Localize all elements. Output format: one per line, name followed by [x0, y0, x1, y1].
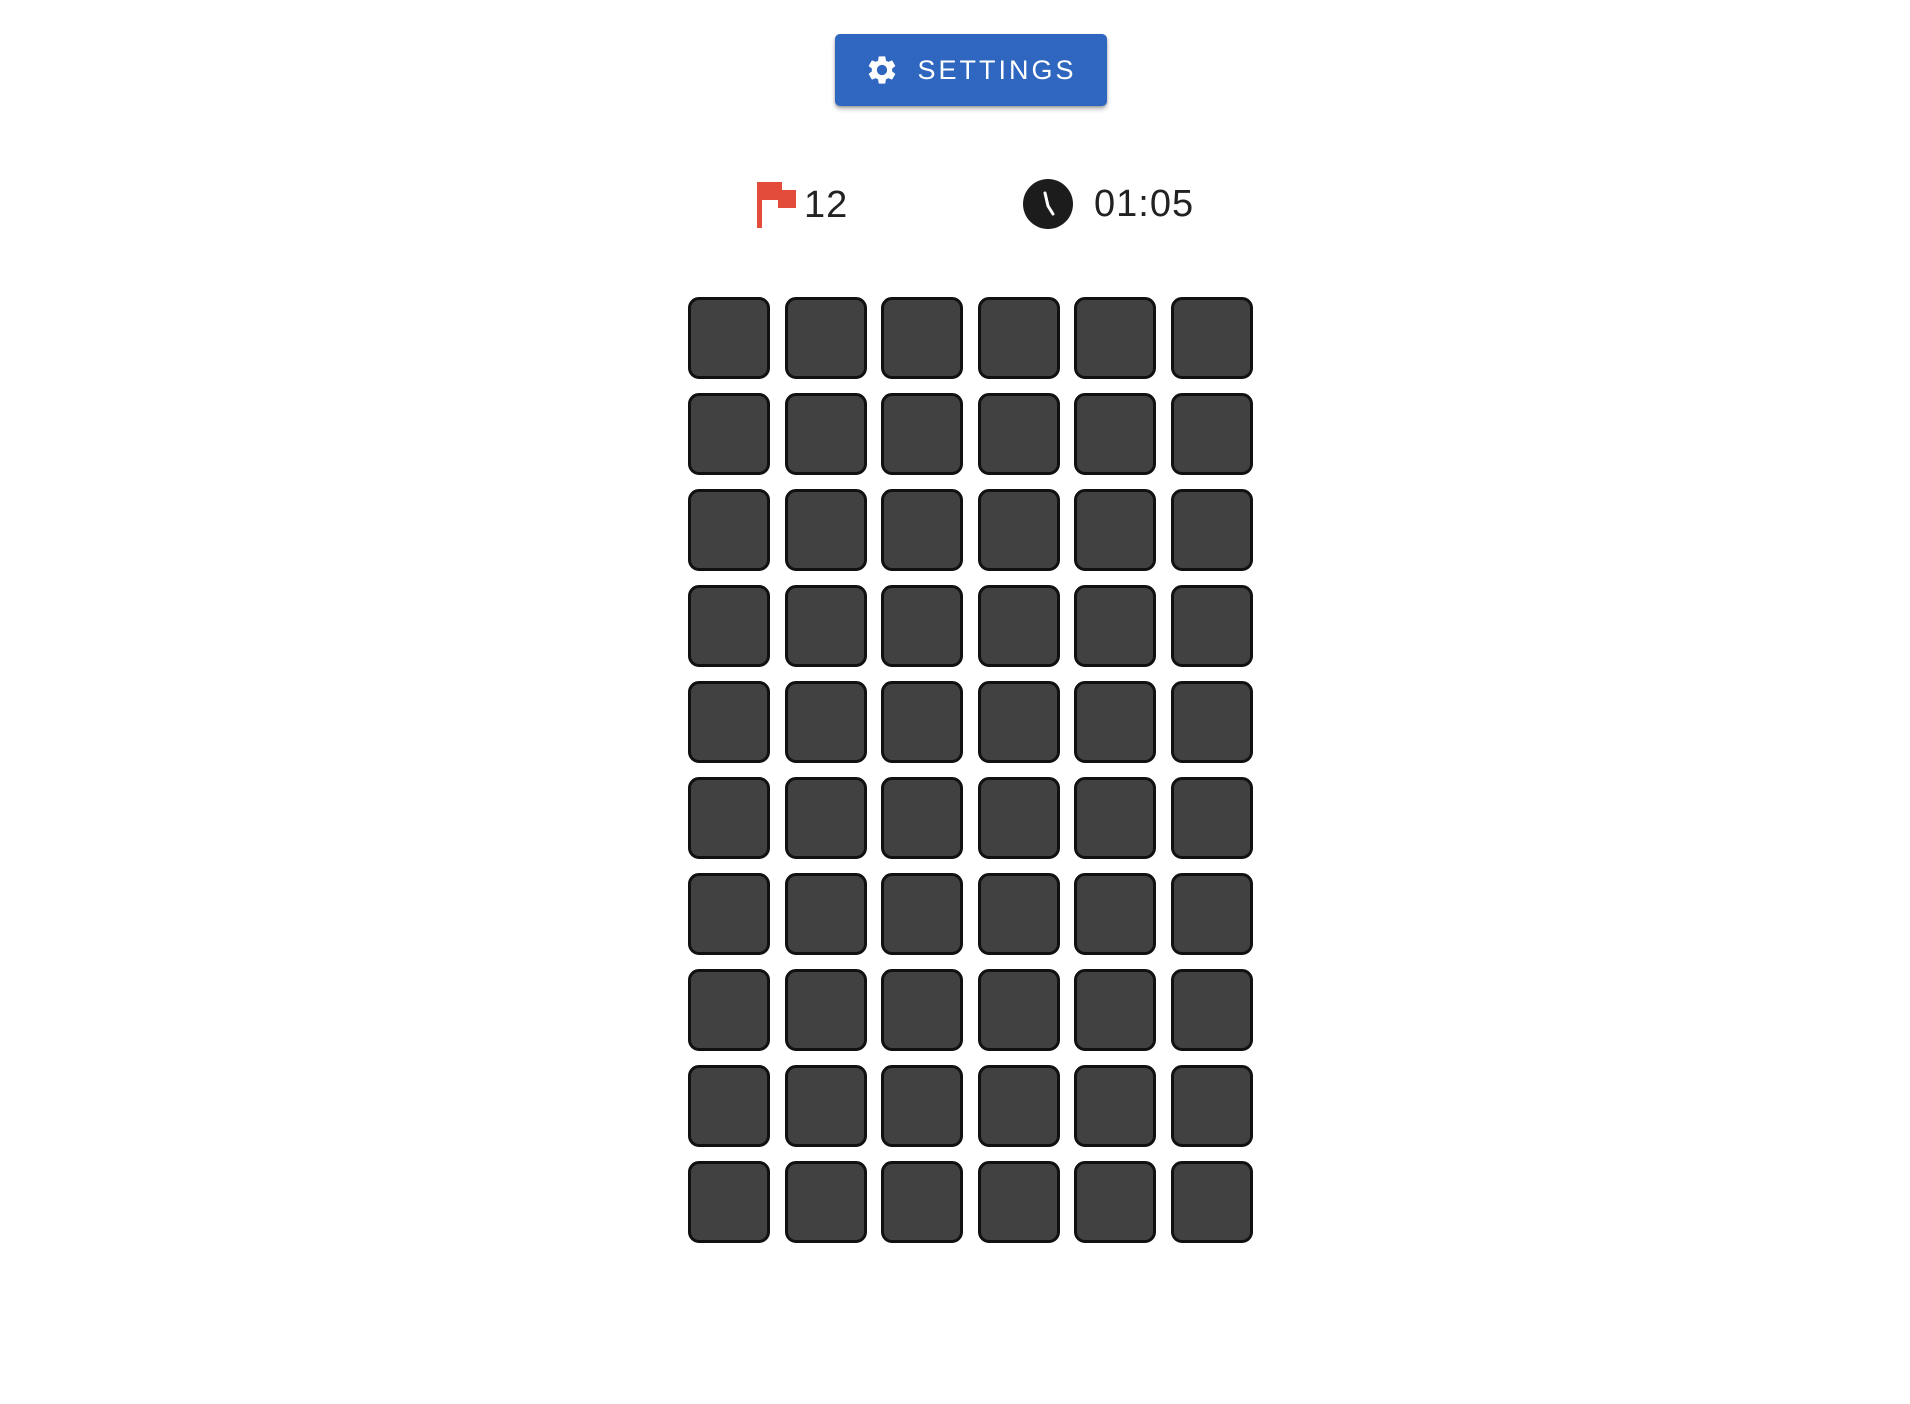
- board-cell[interactable]: [977, 1161, 1060, 1243]
- board-cell[interactable]: [688, 873, 770, 955]
- gear-icon: [865, 53, 899, 87]
- board-cell[interactable]: [1170, 969, 1253, 1051]
- board-cell[interactable]: [881, 969, 964, 1051]
- board-cell[interactable]: [881, 681, 964, 763]
- board-cell[interactable]: [688, 489, 770, 571]
- board-cell[interactable]: [881, 297, 964, 379]
- board-cell[interactable]: [977, 1065, 1060, 1147]
- board-cell[interactable]: [1074, 777, 1157, 859]
- board-cell[interactable]: [1170, 585, 1253, 667]
- board-cell[interactable]: [1074, 1065, 1157, 1147]
- board-cell[interactable]: [784, 585, 867, 667]
- board-cell[interactable]: [1074, 681, 1157, 763]
- board-cell[interactable]: [784, 1161, 867, 1243]
- board-cell[interactable]: [1170, 393, 1253, 475]
- board-cell[interactable]: [1170, 777, 1253, 859]
- board-cell[interactable]: [977, 585, 1060, 667]
- board-cell[interactable]: [784, 393, 867, 475]
- board-cell[interactable]: [688, 777, 770, 859]
- board-cell[interactable]: [688, 681, 770, 763]
- board-cell[interactable]: [1074, 1161, 1157, 1243]
- board-cell[interactable]: [977, 777, 1060, 859]
- board-cell[interactable]: [881, 585, 964, 667]
- timer: 01:05: [1022, 178, 1194, 230]
- board-cell[interactable]: [881, 393, 964, 475]
- board-cell[interactable]: [784, 777, 867, 859]
- board-cell[interactable]: [784, 873, 867, 955]
- board-cell[interactable]: [784, 681, 867, 763]
- board-cell[interactable]: [784, 1065, 867, 1147]
- board-cell[interactable]: [1074, 873, 1157, 955]
- board-cell[interactable]: [688, 1065, 770, 1147]
- board-cell[interactable]: [881, 873, 964, 955]
- board-cell[interactable]: [977, 489, 1060, 571]
- board-cell[interactable]: [688, 1161, 770, 1243]
- board-cell[interactable]: [1074, 969, 1157, 1051]
- board-cell[interactable]: [1170, 681, 1253, 763]
- flag-counter: 12: [756, 180, 848, 230]
- board-cell[interactable]: [688, 585, 770, 667]
- board-cell[interactable]: [784, 297, 867, 379]
- board-cell[interactable]: [881, 777, 964, 859]
- clock-icon: [1022, 178, 1074, 230]
- board-cell[interactable]: [881, 1161, 964, 1243]
- board-cell[interactable]: [1170, 489, 1253, 571]
- settings-label: Settings: [917, 54, 1077, 85]
- board-cell[interactable]: [1170, 1161, 1253, 1243]
- board-cell[interactable]: [977, 873, 1060, 955]
- board-cell[interactable]: [977, 969, 1060, 1051]
- board-cell[interactable]: [977, 681, 1060, 763]
- board-cell[interactable]: [881, 489, 964, 571]
- board-cell[interactable]: [1170, 873, 1253, 955]
- board-cell[interactable]: [784, 489, 867, 571]
- board-cell[interactable]: [977, 297, 1060, 379]
- board-cell[interactable]: [1074, 393, 1157, 475]
- flag-icon: [756, 180, 798, 230]
- flags-remaining: 12: [804, 183, 849, 226]
- board-cell[interactable]: [784, 969, 867, 1051]
- board-cell[interactable]: [688, 297, 770, 379]
- board-cell[interactable]: [1170, 297, 1253, 379]
- board-cell[interactable]: [1170, 1065, 1253, 1147]
- board-cell[interactable]: [977, 393, 1060, 475]
- board-cell[interactable]: [688, 969, 770, 1051]
- timer-value: 01:05: [1094, 182, 1195, 225]
- settings-button[interactable]: Settings: [835, 34, 1107, 106]
- board-cell[interactable]: [1074, 489, 1157, 571]
- status-bar: 12 01:05: [0, 172, 1910, 236]
- board-cell[interactable]: [688, 393, 770, 475]
- board-cell[interactable]: [1074, 585, 1157, 667]
- game-board: [688, 297, 1253, 1243]
- board-cell[interactable]: [881, 1065, 964, 1147]
- board-cell[interactable]: [1074, 297, 1157, 379]
